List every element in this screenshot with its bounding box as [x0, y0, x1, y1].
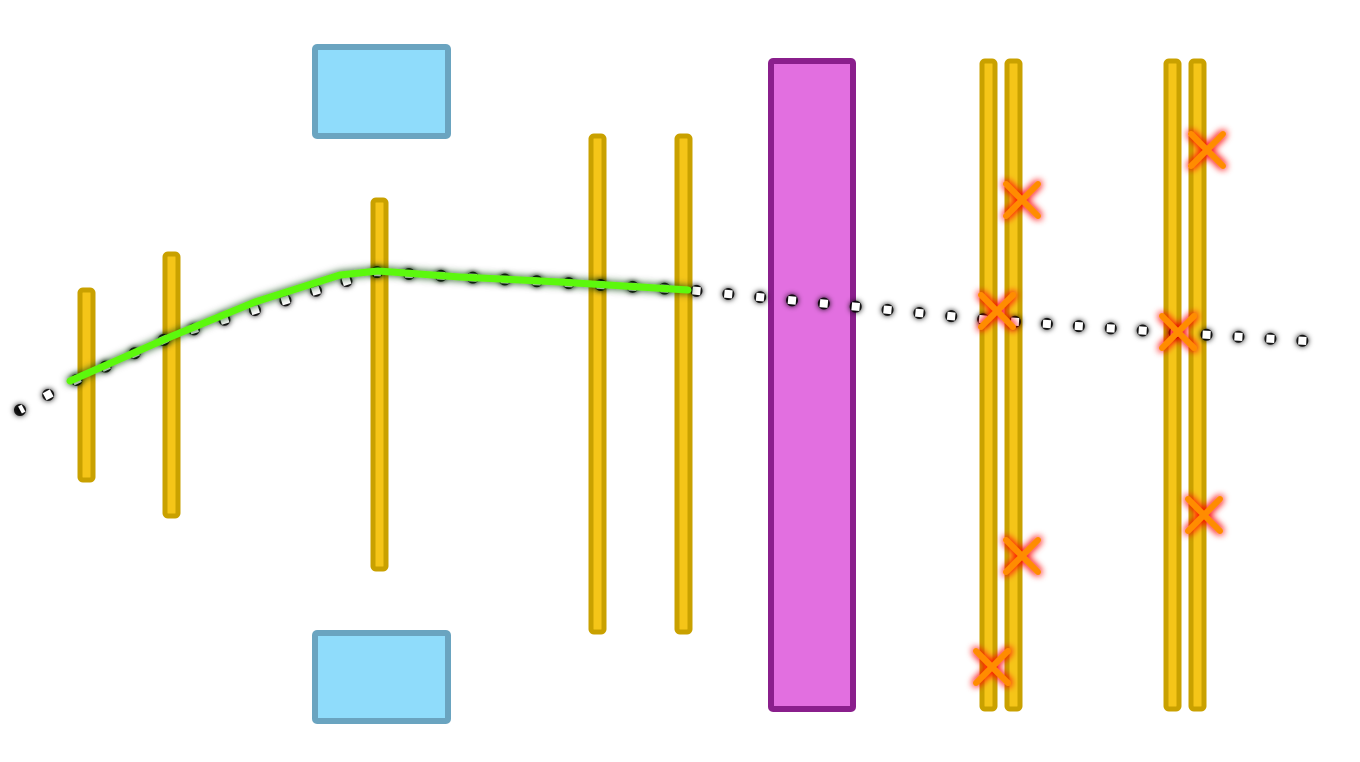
tracking-plane-7a: [1163, 58, 1182, 712]
tracking-plane-3: [370, 197, 389, 572]
tracking-plane-6b: [1004, 58, 1023, 712]
tracking-plane-4: [588, 133, 607, 635]
magnet-bottom: [312, 630, 451, 724]
hit-markers: [973, 131, 1226, 686]
absorber-wall: [768, 58, 856, 712]
hit-marker-5: [1188, 131, 1226, 169]
hit-marker-7: [1185, 496, 1223, 534]
hit-marker-1: [1003, 181, 1041, 219]
hit-marker-2: [978, 292, 1016, 330]
magnet-top: [312, 44, 451, 139]
tracking-planes: [77, 58, 1207, 712]
tracking-plane-7b: [1188, 58, 1207, 712]
hit-marker-3: [1003, 537, 1041, 575]
tracking-plane-5: [674, 133, 693, 635]
hit-marker-4: [973, 648, 1011, 686]
fitted-track: [66, 267, 692, 385]
tracking-plane-6a: [979, 58, 998, 712]
tracking-plane-2: [162, 251, 181, 519]
hit-marker-6: [1159, 313, 1197, 351]
tracking-plane-1: [77, 287, 96, 483]
extrapolated-track: [14, 265, 1328, 416]
